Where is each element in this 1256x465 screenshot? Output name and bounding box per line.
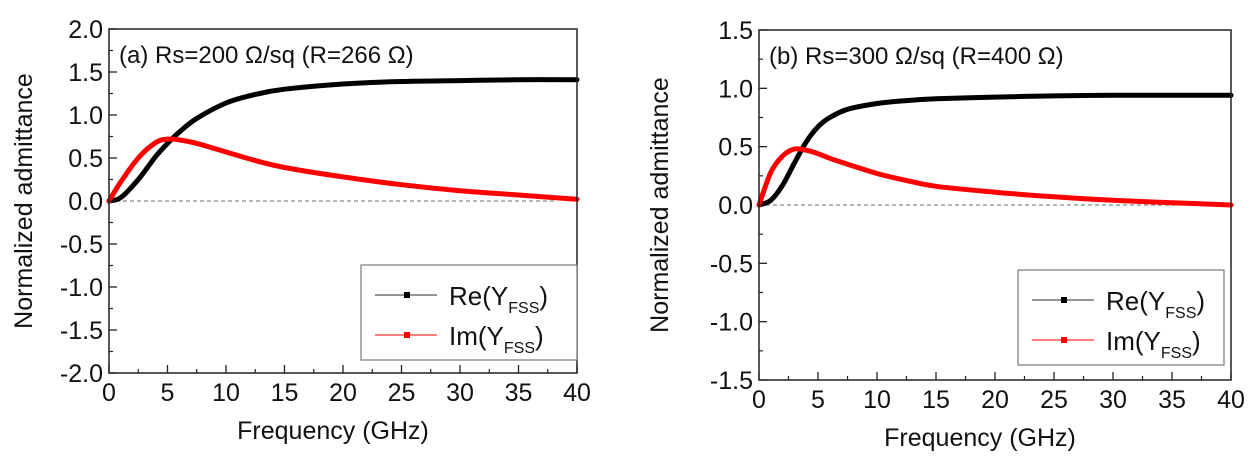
y-tick-label: -0.5 — [710, 250, 753, 278]
x-tick-label: 20 — [329, 379, 357, 407]
x-tick-label: 15 — [271, 379, 299, 407]
axis-ticks: 0 5 10 15 20 25 30 35 40 -1.5 -1.0 -0.5 0.0 0.5 1.0 1.5 — [710, 17, 1245, 414]
axis-ticks: 0 5 10 15 20 25 30 35 40 -2.0 -1.5 -1.0 -0.5 0.0 0.5 1.… — [60, 16, 591, 407]
y-tick-label: 2.0 — [68, 16, 103, 44]
y-tick-label: 1.5 — [68, 59, 103, 87]
legend: Re(YFSS) Im(YFSS) — [360, 264, 578, 361]
legend-label-re: Re(YFSS) — [1106, 286, 1205, 322]
x-tick-label: 5 — [161, 379, 175, 407]
x-tick-label: 25 — [388, 379, 416, 407]
series-re-yfss-line — [756, 92, 1234, 208]
panel-annotation: (a) Rs=200 Ω/sq (R=266 Ω) — [119, 42, 414, 69]
legend-marker — [404, 292, 410, 298]
x-tick-label: 15 — [922, 386, 950, 414]
x-tick-label: 10 — [212, 379, 240, 407]
legend: Re(YFSS) Im(YFSS) — [1017, 269, 1225, 366]
x-tick-label: 35 — [1158, 386, 1186, 414]
legend-marker — [1061, 297, 1067, 303]
y-tick-label: -1.0 — [710, 309, 753, 337]
x-tick-label: 35 — [505, 379, 533, 407]
y-tick-label: 0.5 — [718, 134, 753, 162]
x-tick-label: 40 — [563, 379, 591, 407]
x-tick-label: 25 — [1040, 386, 1068, 414]
y-tick-label: -0.5 — [60, 231, 103, 259]
x-tick-label: 5 — [811, 386, 825, 414]
series-re-yfss-line — [106, 77, 580, 204]
series-im-yfss-line — [756, 146, 1234, 208]
chart-panel-a: 0 5 10 15 20 25 30 35 40 -2.0 -1.5 -1.0 -0.5 0.0 0.5 1.… — [10, 16, 591, 445]
y-tick-label: 0.0 — [718, 192, 753, 220]
y-tick-label: 1.0 — [68, 102, 103, 130]
x-tick-label: 30 — [446, 379, 474, 407]
x-axis-label: Frequency (GHz) — [237, 417, 429, 445]
legend-box — [360, 264, 578, 361]
y-axis-label: Normalized admittance — [646, 77, 674, 333]
legend-label-im: Im(YFSS) — [449, 321, 544, 357]
y-tick-label: 0.0 — [68, 188, 103, 216]
x-tick-label: 40 — [1217, 386, 1245, 414]
x-axis-label: Frequency (GHz) — [884, 424, 1076, 452]
y-axis-label: Normalized admittance — [10, 73, 38, 329]
y-tick-label: 1.0 — [718, 75, 753, 103]
series-im-yfss-line — [106, 136, 580, 204]
y-tick-label: 1.5 — [718, 17, 753, 45]
legend-box — [1017, 269, 1225, 366]
series-layer — [106, 77, 580, 204]
legend-marker — [1061, 337, 1067, 343]
legend-label-re: Re(YFSS) — [449, 281, 548, 317]
chart-panel-b: 0 5 10 15 20 25 30 35 40 -1.5 -1.0 -0.5 0.0 0.5 1.0 1.5… — [646, 17, 1245, 452]
y-tick-label: -1.5 — [710, 367, 753, 395]
x-tick-label: 30 — [1099, 386, 1127, 414]
series-layer — [756, 92, 1234, 208]
y-tick-label: 0.5 — [68, 145, 103, 173]
legend-label-im: Im(YFSS) — [1106, 326, 1201, 362]
y-tick-label: -1.0 — [60, 274, 103, 302]
y-tick-label: -2.0 — [60, 360, 103, 388]
x-tick-label: 20 — [981, 386, 1009, 414]
x-tick-label: 0 — [752, 386, 766, 414]
legend-marker — [404, 332, 410, 338]
x-tick-label: 10 — [863, 386, 891, 414]
y-tick-label: -1.5 — [60, 317, 103, 345]
panel-annotation: (b) Rs=300 Ω/sq (R=400 Ω) — [769, 43, 1064, 70]
x-tick-label: 0 — [102, 379, 116, 407]
